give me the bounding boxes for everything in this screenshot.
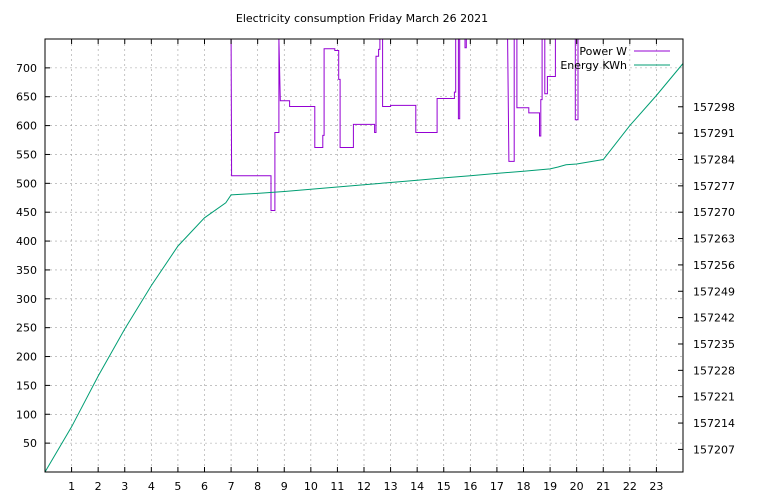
y2-tick-label: 157284 (693, 153, 735, 166)
y-tick-label: 50 (23, 437, 37, 450)
y2-tick-label: 157242 (693, 312, 735, 325)
series-layer (44, 38, 684, 473)
x-tick-label: 12 (357, 480, 371, 493)
y2-tick-label: 157256 (693, 259, 735, 272)
x-tick-label: 10 (304, 480, 318, 493)
x-tick-label: 4 (148, 480, 155, 493)
y-tick-label: 400 (16, 235, 37, 248)
x-tick-label: 20 (570, 480, 584, 493)
y2-tick-label: 157263 (693, 233, 735, 246)
x-tick-label: 15 (437, 480, 451, 493)
y-tick-label: 350 (16, 264, 37, 277)
y-tick-label: 700 (16, 62, 37, 75)
y2-tick-label: 157228 (693, 364, 735, 377)
legend-label: Power W (579, 45, 627, 58)
x-tick-label: 5 (174, 480, 181, 493)
axis-ticks: 1 2 3 4 5 6 7 8 9 10 11 12 13 14 15 16 17 18 19 20 21 22 23501… (16, 39, 735, 493)
y-tick-label: 250 (16, 322, 37, 335)
x-tick-label: 18 (517, 480, 531, 493)
y-tick-label: 200 (16, 351, 37, 364)
y-tick-label: 450 (16, 206, 37, 219)
x-tick-label: 3 (121, 480, 128, 493)
y2-tick-label: 157270 (693, 206, 735, 219)
x-tick-label: 23 (649, 480, 663, 493)
legend-label: Energy KWh (560, 59, 627, 72)
x-tick-label: 13 (384, 480, 398, 493)
y-tick-label: 100 (16, 408, 37, 421)
x-tick-label: 7 (228, 480, 235, 493)
chart-title: Electricity consumption Friday March 26 … (236, 12, 488, 25)
x-tick-label: 2 (95, 480, 102, 493)
y-tick-label: 600 (16, 120, 37, 133)
y2-tick-label: 157277 (693, 180, 735, 193)
series-line-power-w (230, 38, 579, 211)
y-tick-label: 550 (16, 148, 37, 161)
x-tick-label: 6 (201, 480, 208, 493)
x-tick-label: 9 (281, 480, 288, 493)
x-tick-label: 16 (463, 480, 477, 493)
x-tick-label: 19 (543, 480, 557, 493)
y2-tick-label: 157207 (693, 443, 735, 456)
y2-tick-label: 157249 (693, 285, 735, 298)
x-tick-label: 1 (68, 480, 75, 493)
y2-tick-label: 157214 (693, 417, 735, 430)
y2-tick-label: 157235 (693, 338, 735, 351)
y2-tick-label: 157291 (693, 127, 735, 140)
y-tick-label: 150 (16, 379, 37, 392)
y-tick-label: 300 (16, 293, 37, 306)
x-tick-label: 14 (410, 480, 424, 493)
x-tick-label: 17 (490, 480, 504, 493)
x-tick-label: 8 (254, 480, 261, 493)
series-line-energy-kwh (44, 63, 684, 473)
x-tick-label: 11 (330, 480, 344, 493)
grid-lines (45, 39, 683, 472)
y2-tick-label: 157221 (693, 391, 735, 404)
y-tick-label: 500 (16, 177, 37, 190)
x-tick-label: 22 (623, 480, 637, 493)
x-tick-label: 21 (596, 480, 610, 493)
y-tick-label: 650 (16, 91, 37, 104)
y2-tick-label: 157298 (693, 101, 735, 114)
